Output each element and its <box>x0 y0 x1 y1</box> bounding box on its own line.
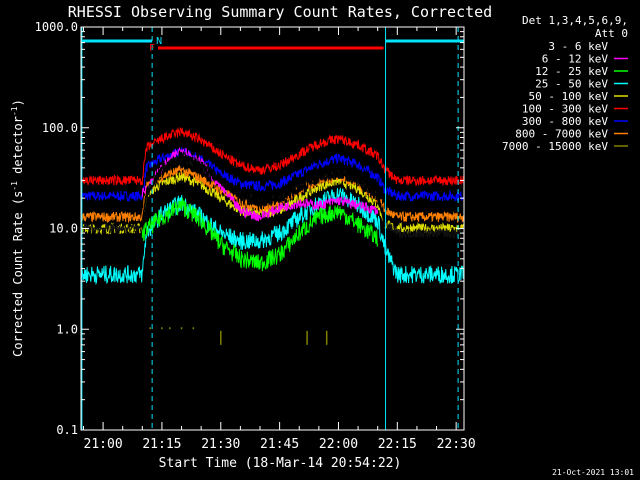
legend-entry-label: 6 - 12 keV <box>542 53 609 66</box>
y-axis-label-sup1: -1 <box>10 181 19 191</box>
y-tick-label: 1000.0 <box>35 20 78 34</box>
x-tick-label: 22:15 <box>378 437 417 452</box>
x-axis-label: Start Time (18-Mar-14 20:54:22) <box>159 456 402 471</box>
y-axis: 1000.0 100.0 10.0 1.0 0.1 <box>35 20 464 437</box>
x-tick-label: 21:15 <box>142 437 181 452</box>
x-axis: 21:00 21:15 21:30 21:45 22:00 22:15 22:30 <box>82 27 476 452</box>
series-line-2 <box>141 197 379 272</box>
y-axis-label-end: ) <box>11 99 25 106</box>
y-axis-label-sup2: -1 <box>10 106 19 116</box>
y-axis-label-main: Corrected Count Rate (s <box>11 191 25 357</box>
series-layer <box>81 126 464 345</box>
legend-title-line2: Att 0 <box>595 27 628 40</box>
legend-entry-label: 300 - 800 keV <box>522 115 608 128</box>
series-line-3-6-overlay <box>141 151 386 228</box>
flare-label: F <box>149 43 155 54</box>
y-tick-label: 1.0 <box>56 322 78 336</box>
series-line-6 <box>81 147 464 203</box>
legend-entry-label: 3 - 6 keV <box>548 40 608 53</box>
legend-entry-label: 100 - 300 keV <box>522 103 608 116</box>
legend-entry-label: 50 - 100 keV <box>529 90 609 103</box>
x-tick-label: 22:00 <box>319 437 358 452</box>
legend-entry-label: 7000 - 15000 keV <box>502 140 608 153</box>
x-tick-label: 21:45 <box>260 437 299 452</box>
x-tick-label: 22:30 <box>437 437 476 452</box>
chart-title: RHESSI Observing Summary Count Rates, Co… <box>68 3 492 21</box>
x-tick-label: 21:00 <box>84 437 123 452</box>
series-line-5 <box>81 126 464 187</box>
y-tick-label: 0.1 <box>56 423 78 437</box>
legend-title-line1: Det 1,3,4,5,6,9, <box>522 14 628 27</box>
legend-entry-label: 25 - 50 keV <box>535 78 608 91</box>
y-tick-label: 10.0 <box>49 222 78 236</box>
y-tick-label: 100.0 <box>42 121 78 135</box>
x-tick-label: 21:30 <box>201 437 240 452</box>
series-line-3 <box>81 187 464 286</box>
y-axis-label-mid: detector <box>11 116 25 181</box>
legend-entry-label: 800 - 7000 keV <box>515 128 608 141</box>
legend-entry-label: 12 - 25 keV <box>535 65 608 78</box>
y-axis-label: Corrected Count Rate (s-1 detector-1) <box>10 99 25 357</box>
series-line-1 <box>141 147 379 222</box>
footer-timestamp: 21-Oct-2021 13:01 <box>552 468 634 477</box>
night-label: N <box>156 36 162 47</box>
